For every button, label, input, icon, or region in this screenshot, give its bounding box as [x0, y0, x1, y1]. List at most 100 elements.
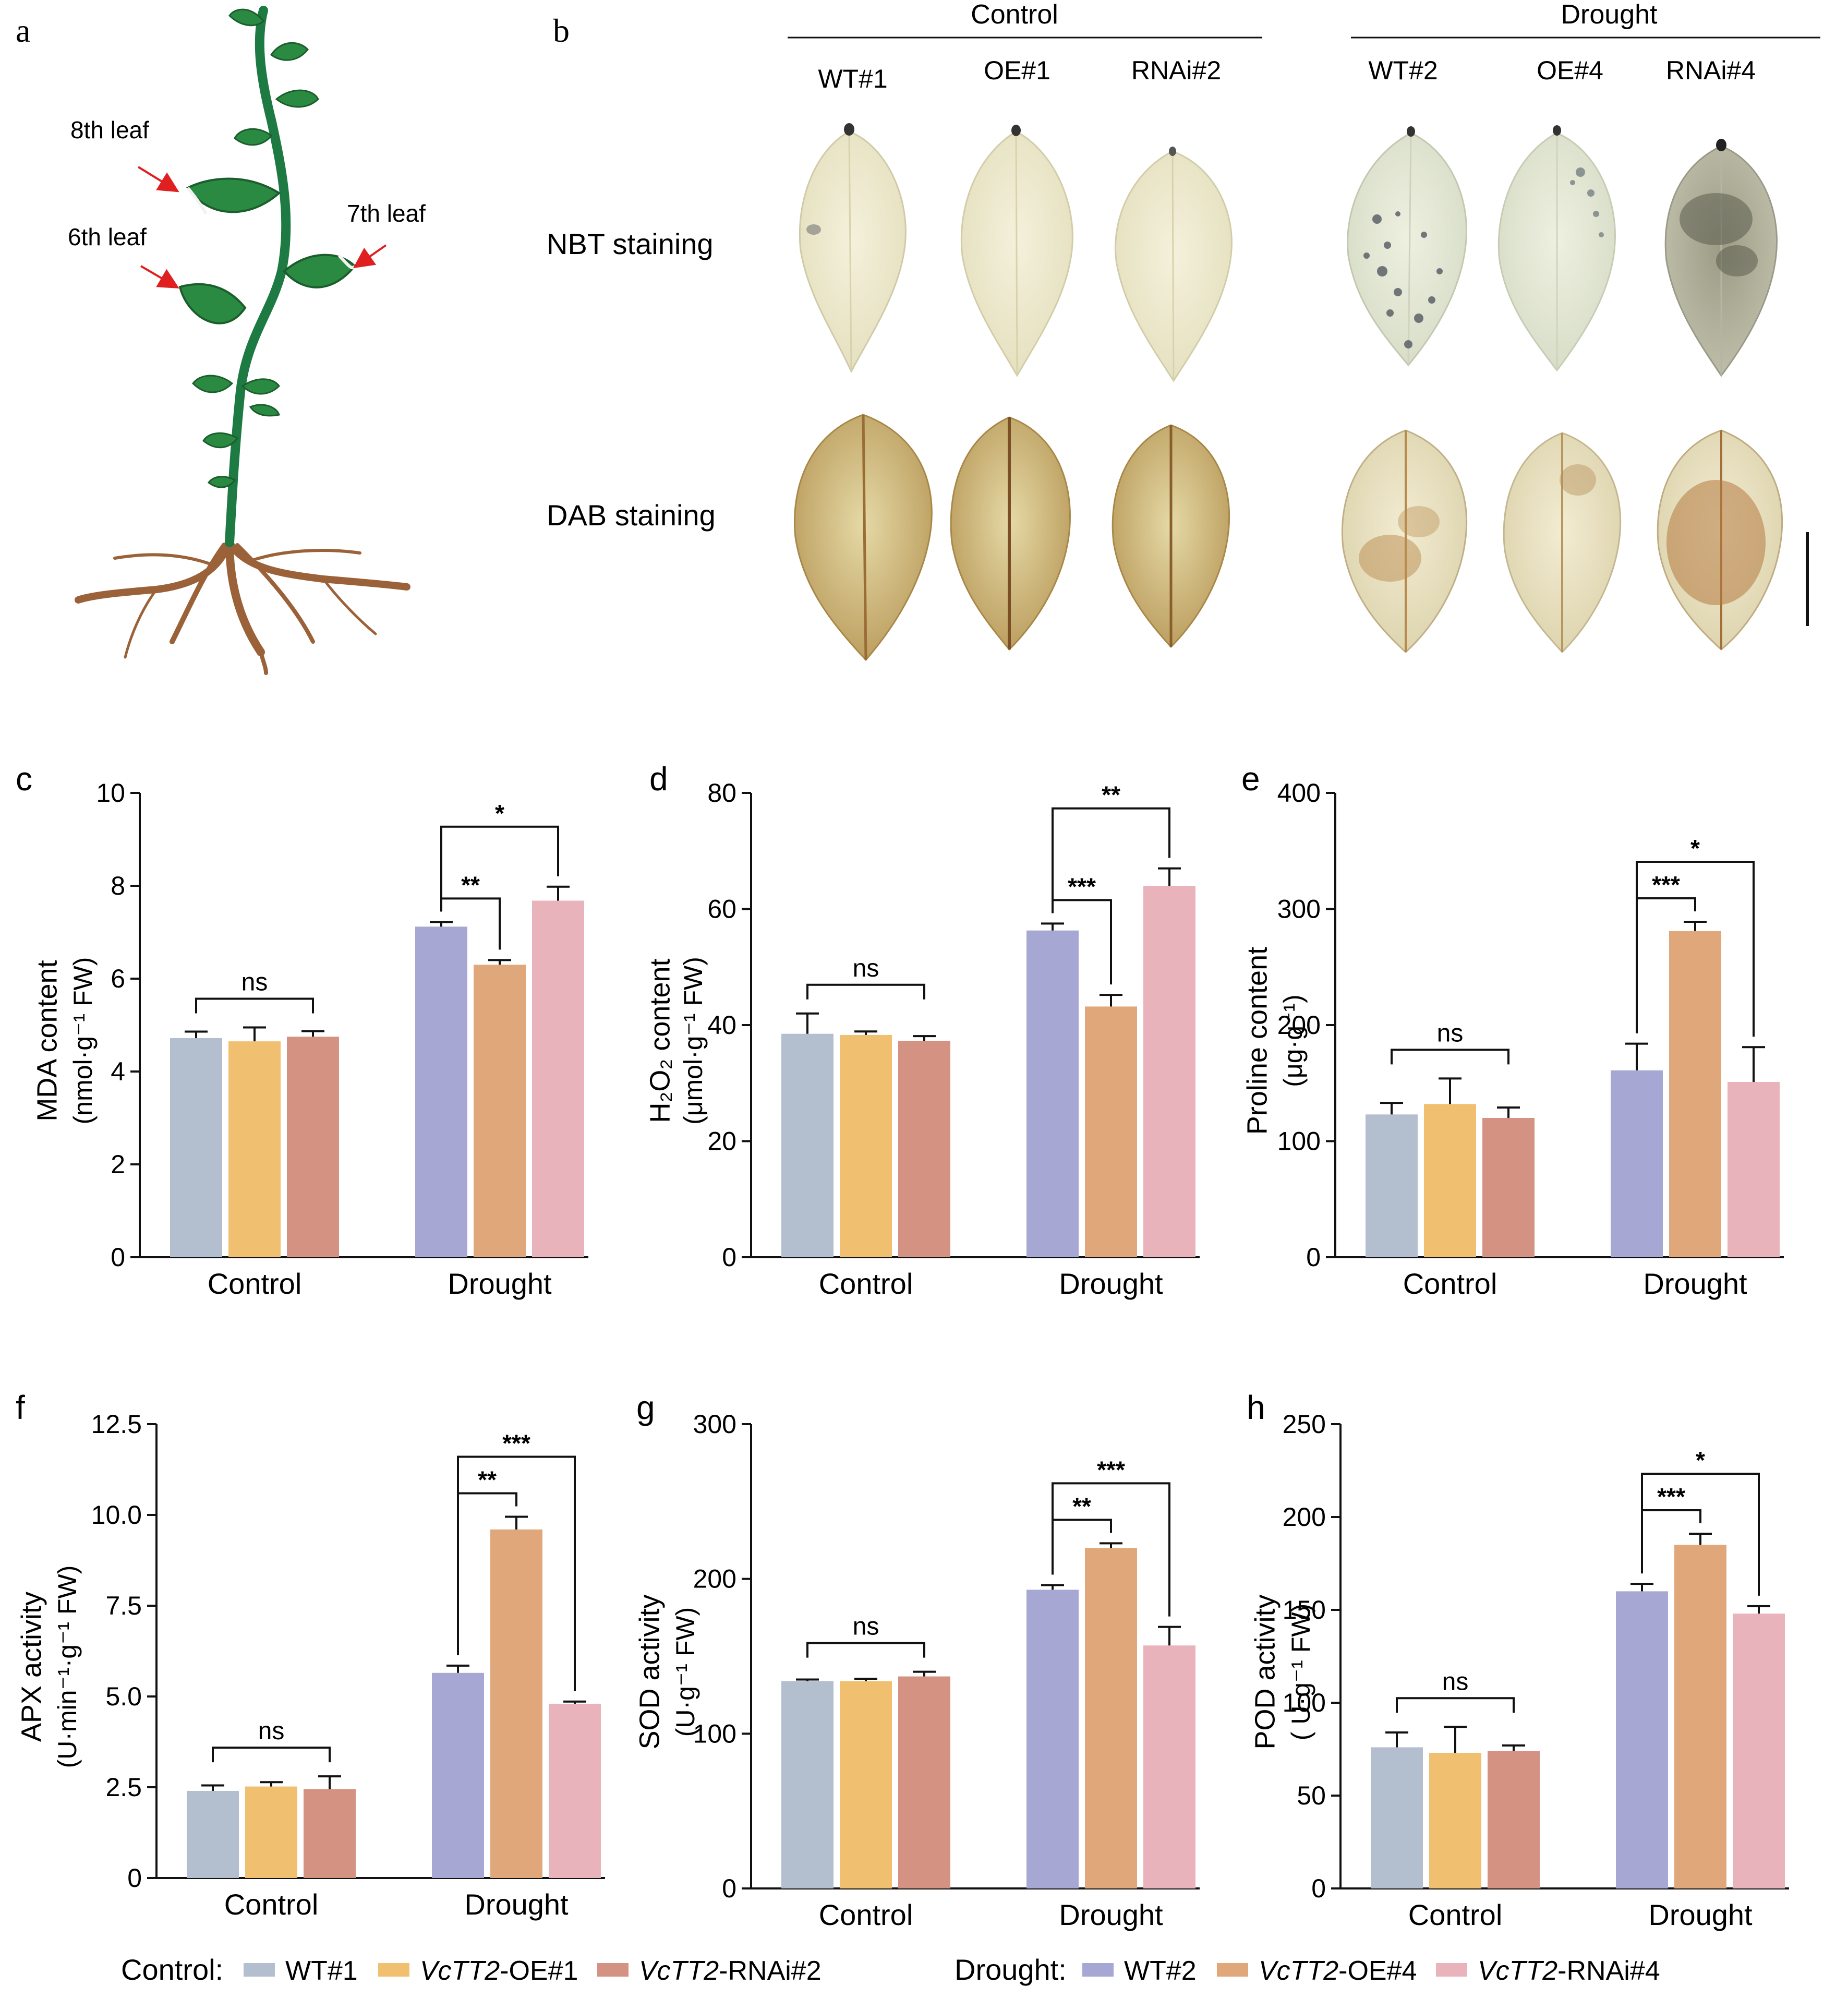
bar	[228, 1041, 281, 1257]
panel-label-d: d	[649, 760, 668, 798]
bar	[532, 900, 584, 1257]
dab-leaf-oe4	[1503, 432, 1622, 654]
chart-f: f APX activity (U·min⁻¹·g⁻¹ FW) 0 2.5 5.0 7.5 1…	[16, 1389, 605, 1921]
ylabel-e: Proline content	[1241, 947, 1273, 1135]
sig-label: *	[1690, 835, 1700, 862]
x-category-label: Control	[819, 1898, 913, 1931]
panel-label-a: a	[16, 12, 30, 49]
y-tick-label: 100	[1283, 1688, 1326, 1717]
panel-label-c: c	[16, 760, 32, 798]
legend-label: VcTT2-RNAi#4	[1478, 1956, 1660, 1986]
staining-row-nbt: NBT staining	[547, 227, 714, 260]
y-tick-label: 4	[111, 1057, 125, 1086]
chart-g: g SOD activity (U·g⁻¹ FW) 0 100 200 300 Control…	[634, 1389, 1200, 1931]
sig-label: ***	[1068, 873, 1096, 900]
legend-title-control: Control:	[121, 1953, 223, 1986]
nbt-leaf-oe4	[1497, 125, 1616, 372]
ylabel-f: APX activity	[16, 1592, 47, 1742]
staining-col-wt2: WT#2	[1368, 56, 1438, 85]
dab-leaf-rnai2	[1112, 424, 1230, 648]
staining-col-rnai2: RNAi#2	[1131, 56, 1221, 85]
sig-label: **	[461, 871, 480, 898]
ylabel-unit-c: (nmol·g⁻¹ FW)	[68, 957, 98, 1125]
sig-label: ns	[241, 968, 268, 996]
x-category-label: Drought	[448, 1267, 552, 1300]
y-tick-label: 200	[693, 1564, 736, 1594]
y-tick-label: 50	[1297, 1781, 1326, 1810]
chart-h: h POD activity( U·g⁻¹ FW) 0 50 100 150 200 250 C…	[1247, 1389, 1789, 1931]
y-tick-label: 6	[111, 964, 125, 993]
y-tick-label: 10	[96, 778, 125, 808]
y-tick-label: 80	[707, 778, 736, 808]
x-category-label: Control	[208, 1267, 302, 1300]
y-tick-label: 0	[1306, 1243, 1321, 1272]
legend: Control: WT#1 VcTT2-OE#1 VcTT2-RNAi#2 Drough…	[121, 1953, 1660, 1986]
panel-label-h: h	[1247, 1389, 1265, 1426]
sig-bracket	[195, 997, 314, 1014]
x-category-label: Drought	[1059, 1898, 1163, 1931]
bar	[1026, 1590, 1079, 1888]
legend-swatch	[378, 1963, 409, 1977]
nbt-leaf-oe1	[960, 125, 1073, 378]
bar	[1674, 1545, 1726, 1888]
bar	[1429, 1753, 1481, 1888]
plant-roots	[75, 538, 410, 675]
plant-small-leaves	[192, 8, 319, 488]
sig-bracket	[1052, 1482, 1170, 1617]
nbt-leaf-wt2	[1347, 126, 1467, 367]
y-tick-label: 60	[707, 895, 736, 924]
bar	[1733, 1614, 1785, 1888]
dab-leaf-rnai4	[1657, 429, 1783, 651]
staining-panel: Control Drought WT#1 OE#1 RNAi#2 WT#2 OE…	[547, 0, 1820, 661]
y-tick-label: 100	[1277, 1127, 1321, 1156]
panel-label-e: e	[1241, 760, 1260, 798]
bar	[898, 1676, 950, 1888]
staining-group-drought: Drought	[1561, 0, 1658, 30]
ylabel-unit-f: (U·min⁻¹·g⁻¹ FW)	[53, 1566, 82, 1768]
bar	[1669, 931, 1721, 1257]
sig-bracket	[806, 1642, 925, 1658]
bar	[549, 1703, 601, 1878]
staining-col-oe4: OE#4	[1537, 56, 1603, 85]
plant-illustration: 8th leaf 7th leaf 6th leaf	[68, 6, 426, 675]
y-tick-label: 0	[1311, 1874, 1326, 1903]
sig-label: ***	[1097, 1456, 1125, 1483]
y-tick-label: 5.0	[105, 1682, 142, 1711]
y-tick-label: 8	[111, 871, 125, 900]
nbt-leaf-rnai2	[1115, 147, 1233, 382]
bar	[474, 965, 526, 1257]
chart-e: e Proline content (μg·g⁻¹) 0 100 200 300 400 Con…	[1241, 760, 1784, 1300]
sig-bracket	[1052, 807, 1170, 913]
bar	[1616, 1591, 1668, 1888]
bar	[432, 1672, 484, 1878]
y-tick-label: 12.5	[91, 1410, 142, 1439]
bar	[840, 1034, 892, 1257]
bar	[490, 1529, 542, 1878]
y-tick-label: 0	[722, 1874, 736, 1903]
y-tick-label: 10.0	[91, 1500, 142, 1530]
legend-swatch	[1436, 1963, 1467, 1977]
sig-label: ***	[1652, 871, 1680, 898]
staining-col-oe1: OE#1	[984, 56, 1050, 85]
panel-label-f: f	[16, 1389, 25, 1426]
sig-label: ns	[853, 955, 879, 982]
sig-bracket	[1391, 1049, 1509, 1065]
panel-label-b: b	[553, 12, 570, 49]
sig-label: ***	[502, 1429, 530, 1457]
ylabel-d: H₂O₂ content	[644, 958, 675, 1123]
dab-leaf-wt2	[1341, 429, 1468, 654]
staining-col-rnai4: RNAi#4	[1666, 56, 1756, 85]
leaf-annotations: 8th leaf 7th leaf 6th leaf	[68, 116, 426, 289]
sig-label: ns	[1442, 1668, 1469, 1695]
sig-bracket	[440, 825, 559, 912]
sig-bracket	[806, 983, 925, 1000]
bar	[1026, 930, 1079, 1257]
x-category-label: Drought	[1643, 1267, 1747, 1300]
y-tick-label: 40	[707, 1010, 736, 1040]
bar	[1085, 1006, 1137, 1257]
sig-label: *	[495, 800, 504, 827]
sig-label: **	[1072, 1493, 1091, 1520]
sig-label: ns	[258, 1717, 285, 1745]
y-tick-label: 200	[1283, 1502, 1326, 1532]
